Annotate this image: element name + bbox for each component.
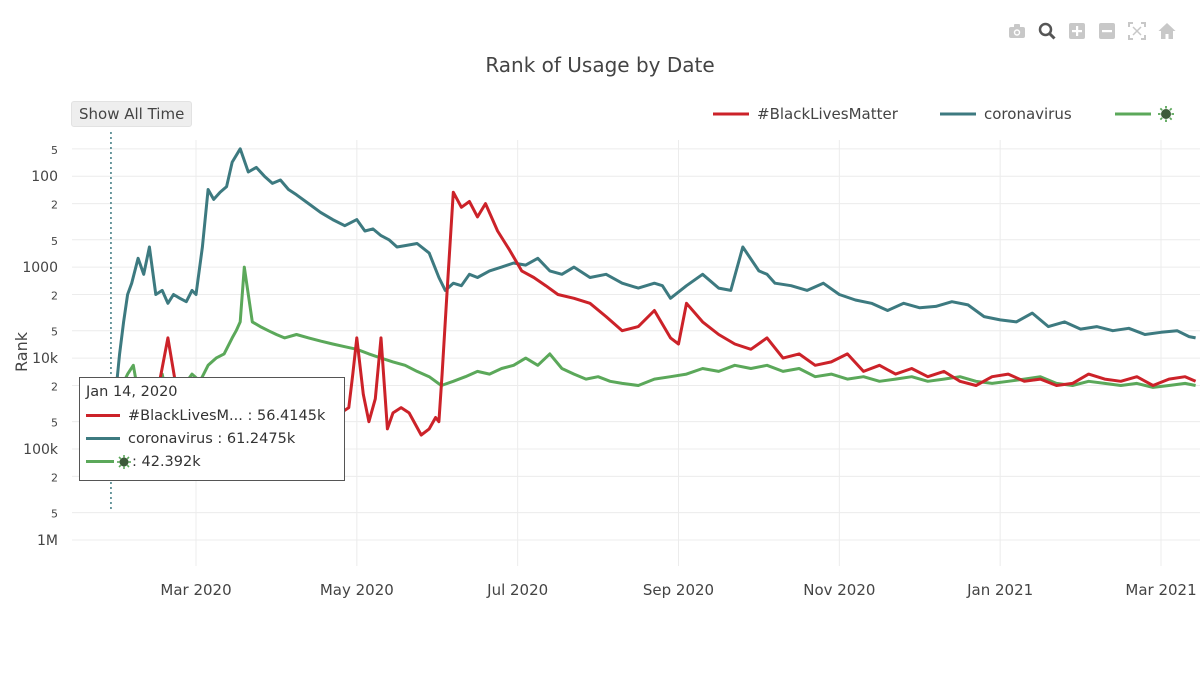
hover-value-virus: : 42.392k	[132, 453, 201, 470]
zoom-in-icon[interactable]	[1066, 20, 1088, 42]
y-tick-label: 2	[51, 290, 58, 303]
x-tick-label: Mar 2021	[1125, 581, 1196, 599]
x-tick-label: Nov 2020	[803, 581, 875, 599]
hover-row-coronavirus: coronavirus : 61.2475k	[86, 427, 338, 450]
hover-row-virus: : 42.392k	[86, 450, 338, 473]
x-axis-ticks: Mar 2020 May 2020 Jul 2020 Sep 2020 Nov 2020…	[160, 581, 1196, 599]
series-line-coronavirus	[108, 147, 1196, 430]
y-tick-label: 1M	[37, 533, 58, 549]
series-line-virus-emoji	[108, 265, 1196, 416]
camera-icon[interactable]	[1006, 20, 1028, 42]
hover-label-blm: #BlackLivesM...	[128, 407, 243, 424]
y-tick-label: 100	[31, 169, 58, 185]
x-tick-label: Sep 2020	[643, 581, 714, 599]
legend-label: coronavirus	[984, 105, 1072, 123]
home-icon[interactable]	[1156, 20, 1178, 42]
legend: #BlackLivesMatter coronavirus ⬤	[713, 105, 1174, 123]
zoom-icon[interactable]	[1036, 20, 1058, 42]
hover-swatch-blm	[86, 414, 120, 417]
hover-date: Jan 14, 2020	[86, 384, 178, 400]
hover-tooltip: Jan 14, 2020 #BlackLivesM... : 56.4145k …	[79, 377, 345, 481]
autoscale-icon[interactable]	[1126, 20, 1148, 42]
chart-title: Rank of Usage by Date	[485, 53, 714, 77]
hover-value-coronavirus: : 61.2475k	[217, 430, 296, 447]
show-all-time-button[interactable]: Show All Time	[71, 101, 193, 127]
y-axis-label: Rank	[12, 331, 31, 372]
zoom-out-icon[interactable]	[1096, 20, 1118, 42]
x-tick-label: Jul 2020	[486, 581, 548, 599]
legend-label: #BlackLivesMatter	[757, 105, 899, 123]
hover-swatch-coronavirus	[86, 437, 120, 440]
virus-emoji-icon	[117, 454, 131, 469]
y-tick-label: 2	[51, 380, 58, 393]
x-tick-label: Mar 2020	[160, 581, 231, 599]
chart-toolbar	[1006, 20, 1178, 42]
legend-item-blacklivesmatter: #BlackLivesMatter	[713, 105, 899, 123]
y-tick-label: 5	[51, 417, 58, 430]
virus-emoji-icon	[1158, 106, 1174, 122]
y-tick-label: 5	[51, 326, 58, 339]
legend-item-coronavirus: coronavirus	[940, 105, 1072, 123]
y-tick-label: 1000	[22, 260, 58, 276]
legend-item-virus-emoji: ⬤	[1115, 106, 1174, 122]
hover-row-blm: #BlackLivesM... : 56.4145k	[86, 404, 338, 427]
y-tick-label: 2	[51, 199, 58, 212]
y-tick-label: 10k	[32, 351, 59, 367]
y-tick-label: 5	[51, 508, 58, 521]
x-tick-label: Jan 2021	[966, 581, 1033, 599]
hover-swatch-virus	[86, 460, 114, 463]
y-tick-label: 100k	[23, 442, 59, 458]
chart-gridlines	[72, 140, 1200, 566]
x-tick-label: May 2020	[320, 581, 394, 599]
hover-label-coronavirus: coronavirus	[128, 430, 213, 447]
hover-value-blm: : 56.4145k	[247, 407, 326, 424]
y-tick-label: 5	[51, 235, 58, 248]
y-tick-label: 2	[51, 471, 58, 484]
y-axis-ticks: 5 100 2 5 1000 2 5 10k 2 5 100k 2 5 1M	[22, 144, 59, 549]
y-tick-label: 5	[51, 144, 58, 157]
